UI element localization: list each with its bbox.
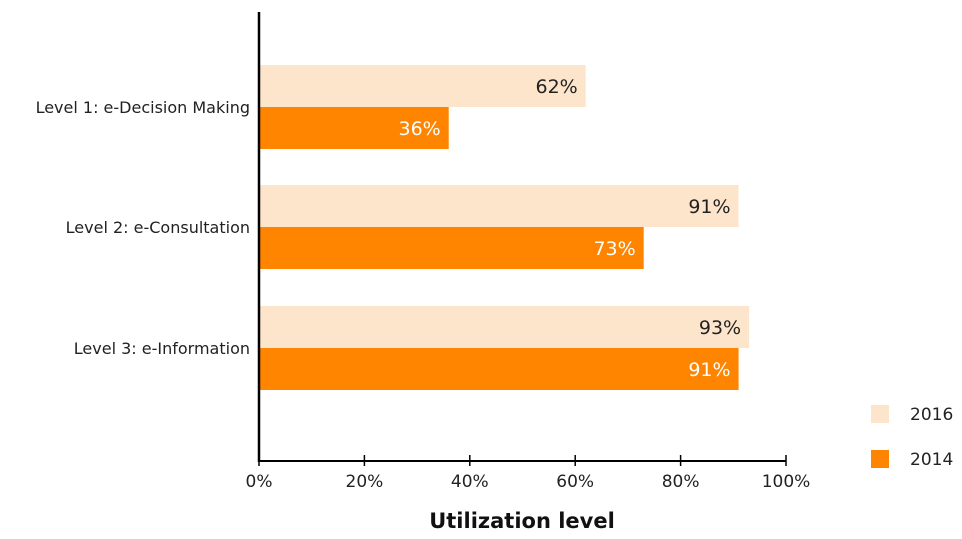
legend-swatch-2016: [871, 405, 889, 423]
legend-swatch-2014: [871, 450, 889, 468]
legend: 2016 2014: [871, 405, 953, 470]
value-label-2016-level-1: 62%: [536, 76, 578, 98]
bars-group: [259, 65, 750, 390]
bar-2016-level-3: [259, 306, 750, 348]
category-label-level-3: Level 3: e-Information: [74, 339, 250, 358]
value-label-2016-level-3: 93%: [699, 317, 741, 339]
category-label-level-2: Level 2: e-Consultation: [66, 218, 250, 237]
category-labels-group: Level 1: e-Decision Making Level 2: e-Con…: [36, 98, 250, 358]
x-tick-label-100: 100%: [762, 472, 811, 492]
value-label-2014-level-1: 36%: [398, 118, 440, 140]
x-axis-title: Utilization level: [429, 509, 615, 533]
value-labels-group: 62% 36% 91% 73% 93% 91%: [398, 76, 741, 381]
bar-2016-level-1: [259, 65, 586, 107]
x-tick-label-40: 40%: [451, 472, 489, 492]
x-ticks-group: 0% 20% 40% 60% 80% 100%: [246, 455, 811, 492]
x-tick-label-0: 0%: [246, 472, 273, 492]
x-tick-label-60: 60%: [556, 472, 594, 492]
x-tick-label-80: 80%: [662, 472, 700, 492]
bar-2014-level-2: [259, 227, 644, 269]
value-label-2014-level-3: 91%: [688, 359, 730, 381]
category-label-level-1: Level 1: e-Decision Making: [36, 98, 250, 117]
bar-2014-level-1: [259, 107, 449, 149]
legend-label-2014: 2014: [910, 450, 953, 470]
value-label-2016-level-2: 91%: [688, 196, 730, 218]
bar-2016-level-2: [259, 185, 739, 227]
bar-2014-level-3: [259, 348, 739, 390]
x-tick-label-20: 20%: [346, 472, 384, 492]
value-label-2014-level-2: 73%: [593, 238, 635, 260]
legend-label-2016: 2016: [910, 405, 953, 425]
